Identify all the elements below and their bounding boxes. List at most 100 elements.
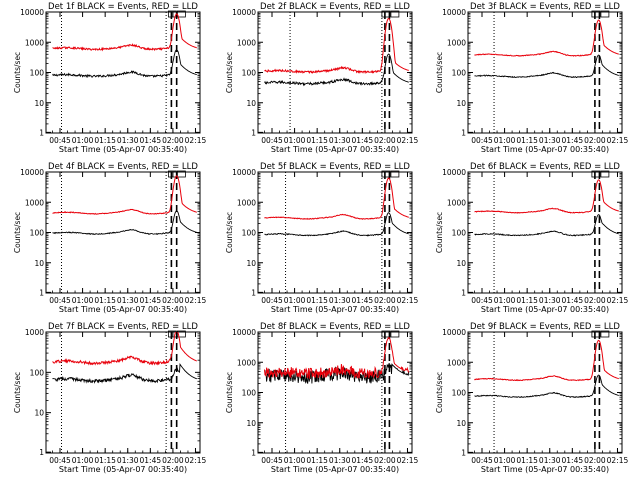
attenuator-box [167,330,177,338]
x-tick-label: 01:00 [72,136,94,145]
x-tick-label: 01:45 [562,136,584,145]
x-tick-label: 02:15 [397,456,419,465]
y-tick-label: 100 [452,389,467,398]
x-tick-label: 01:15 [306,136,328,145]
panel-title: Det 4f BLACK = Events, RED = LLD [48,162,198,172]
attenuator-box [390,330,400,338]
y-tick-label: 10 [34,409,44,418]
lld-series-red [474,179,619,214]
attenuator-box [600,170,610,178]
y-tick-label: 10 [456,259,466,268]
attenuator-box [381,170,391,178]
x-tick-label: 00:45 [471,456,493,465]
y-tick-label: 10 [246,259,256,268]
x-tick-label: 00:45 [471,136,493,145]
events-series-black [52,210,197,236]
lld-series-red [264,17,409,75]
x-tick-label: 01:15 [516,456,538,465]
y-tick-label: 10000 [442,328,466,337]
x-tick-label: 02:00 [584,296,606,305]
x-tick-label: 01:30 [539,456,561,465]
x-axis-label: Start Time (05-Apr-07 00:35:40) [481,145,609,154]
attenuator-box [176,170,186,178]
series-group [52,175,197,236]
x-tick-label: 01:30 [539,136,561,145]
x-tick-label: 02:15 [607,136,629,145]
panel-title: Det 9f BLACK = Events, RED = LLD [470,322,620,332]
y-tick-label: 10 [34,259,44,268]
y-tick-label: 1000 [237,198,256,207]
events-series-black [52,363,197,384]
series-group [474,19,619,78]
y-tick-label: 10000 [20,168,44,177]
series-group [264,336,410,385]
panel-title: Det 7f BLACK = Events, RED = LLD [48,322,198,332]
y-axis-label: Counts/sec [13,212,22,253]
lld-series-red [52,175,197,215]
x-tick-label: 01:45 [352,456,374,465]
y-tick-label: 1000 [237,38,256,47]
panel-title: Det 1f BLACK = Events, RED = LLD [48,2,198,12]
x-tick-label: 01:15 [306,296,328,305]
x-tick-label: 02:15 [397,136,419,145]
y-tick-label: 1 [251,288,256,297]
y-tick-label: 10 [456,419,466,428]
x-tick-label: 01:30 [329,456,351,465]
attenuator-box [176,330,186,338]
y-tick-label: 1 [461,288,466,297]
x-tick-label: 01:00 [494,136,516,145]
x-tick-label: 01:00 [72,296,94,305]
x-tick-label: 01:00 [284,136,306,145]
y-tick-label: 10 [34,99,44,108]
x-tick-label: 01:00 [284,296,306,305]
events-series-black [264,53,409,87]
lld-series-red [52,332,197,366]
y-tick-label: 10000 [232,168,256,177]
lld-series-red [474,19,619,57]
x-tick-label: 00:45 [261,456,283,465]
y-axis-label: Counts/sec [435,52,444,93]
x-tick-label: 01:00 [284,456,306,465]
y-tick-label: 1 [461,128,466,137]
y-tick-label: 1 [39,288,44,297]
x-tick-label: 02:00 [584,456,606,465]
y-axis-label: Counts/sec [13,372,22,413]
x-tick-label: 01:00 [494,456,516,465]
y-tick-label: 100 [242,69,257,78]
y-tick-label: 100 [30,229,45,238]
x-tick-label: 01:00 [494,296,516,305]
x-axis-label: Start Time (05-Apr-07 00:35:40) [271,145,399,154]
x-tick-label: 02:15 [185,296,207,305]
y-tick-label: 10000 [442,8,466,17]
lld-series-red [474,339,619,382]
x-tick-label: 01:45 [352,136,374,145]
attenuator-box [591,170,601,178]
x-axis-label: Start Time (05-Apr-07 00:35:40) [481,465,609,474]
x-tick-label: 00:45 [49,456,71,465]
y-axis-label: Counts/sec [225,372,234,413]
x-axis-label: Start Time (05-Apr-07 00:35:40) [59,465,187,474]
y-tick-label: 100 [30,368,45,377]
series-group [264,17,409,87]
x-tick-label: 01:45 [140,456,162,465]
x-tick-label: 02:00 [162,136,184,145]
x-tick-label: 01:45 [140,296,162,305]
attenuator-box [600,10,610,18]
x-tick-label: 01:45 [562,296,584,305]
attenuator-box [390,170,400,178]
y-tick-label: 1000 [25,38,44,47]
panel-det-7: Det 7f BLACK = Events, RED = LLD 00:45 01:… [13,322,207,474]
panel-title: Det 6f BLACK = Events, RED = LLD [470,162,620,172]
x-axis-label: Start Time (05-Apr-07 00:35:40) [271,305,399,314]
x-tick-label: 02:15 [397,296,419,305]
y-tick-label: 100 [30,69,45,78]
x-tick-label: 02:15 [607,296,629,305]
x-axis-label: Start Time (05-Apr-07 00:35:40) [481,305,609,314]
